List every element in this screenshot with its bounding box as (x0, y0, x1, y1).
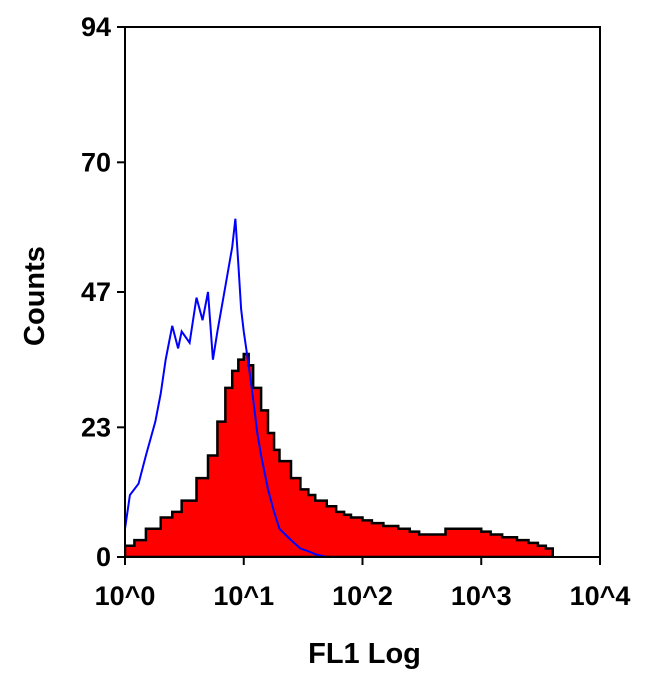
y-tick-label: 70 (81, 147, 111, 177)
x-axis: 10^0 10^1 10^2 10^3 10^4 (95, 557, 631, 611)
series-outline-histogram (125, 218, 337, 557)
x-tick-label: 10^0 (95, 581, 156, 611)
x-tick-label: 10^4 (570, 581, 631, 611)
x-axis-title: FL1 Log (308, 638, 421, 670)
plot-area (125, 218, 554, 557)
y-tick-label: 47 (81, 277, 111, 307)
x-tick-label: 10^2 (332, 581, 393, 611)
x-tick-label: 10^1 (213, 581, 274, 611)
y-tick-label: 23 (81, 412, 111, 442)
y-axis-title: Counts (19, 246, 51, 346)
y-axis: 0 23 47 70 94 (81, 12, 125, 572)
y-tick-label: 0 (96, 542, 111, 572)
x-tick-label: 10^3 (451, 581, 512, 611)
y-tick-label: 94 (81, 12, 111, 42)
series-filled-histogram (125, 352, 554, 557)
